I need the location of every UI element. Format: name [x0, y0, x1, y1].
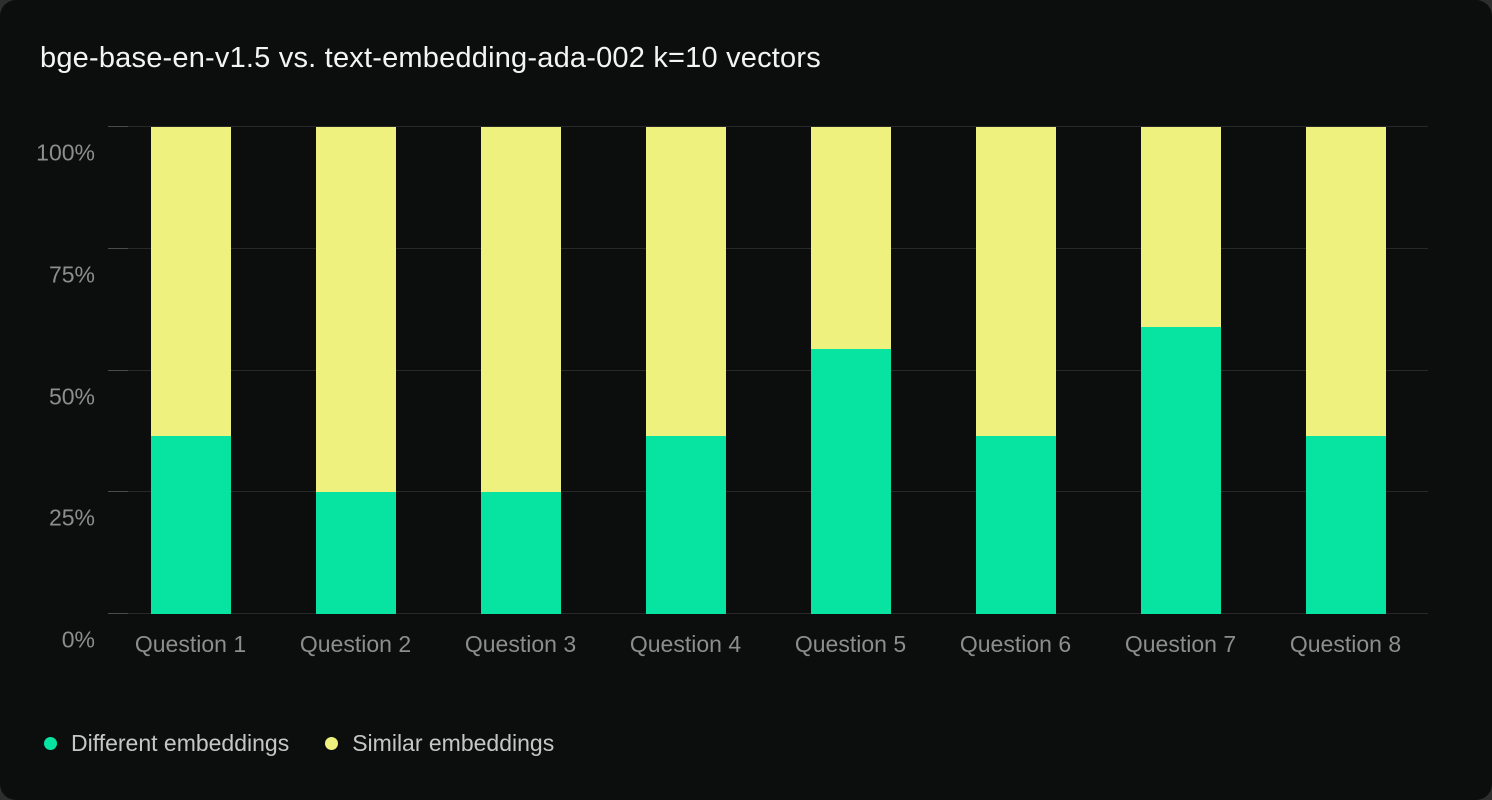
- gridline-0: 0%: [62, 613, 1428, 653]
- gridline-25: 25%: [49, 491, 1428, 531]
- bar-slot-4: [603, 127, 768, 614]
- stacked-bar-2: [315, 127, 396, 614]
- y-tick-label-25: 25%: [48, 504, 95, 531]
- bar-slot-8: [1263, 127, 1428, 614]
- stacked-bar-5: [810, 127, 891, 614]
- stacked-bar-3: [480, 127, 561, 614]
- bar-segment-different-embeddings-q3[interactable]: [480, 492, 561, 614]
- y-tick-label-100: 100%: [36, 139, 95, 166]
- legend-label: Different embeddings: [71, 730, 290, 756]
- bar-segment-similar-embeddings-q3[interactable]: [480, 127, 561, 493]
- legend-label: Similar embeddings: [352, 730, 555, 756]
- legend-item-different-embeddings[interactable]: Different embeddings: [44, 730, 289, 757]
- x-tick-label-2: Question 2: [299, 631, 412, 657]
- bar-segment-different-embeddings-q4[interactable]: [645, 436, 726, 614]
- x-tick-label-8: Question 8: [1289, 631, 1402, 657]
- x-axis-labels: Question 1 Question 2 Question 3 Question 4…: [108, 631, 1428, 658]
- bar-segment-different-embeddings-q2[interactable]: [315, 492, 396, 614]
- bar-slot-6: [933, 127, 1098, 614]
- bar-segment-similar-embeddings-q4[interactable]: [645, 127, 726, 437]
- gridline-75: 75%: [49, 247, 1428, 287]
- bar-segment-different-embeddings-q6[interactable]: [975, 436, 1056, 614]
- bar-segment-similar-embeddings-q6[interactable]: [975, 127, 1056, 437]
- bar-segment-different-embeddings-q1[interactable]: [150, 436, 231, 614]
- gridline-100: 100%: [36, 126, 1428, 166]
- legend-item-similar-embeddings[interactable]: Similar embeddings: [325, 730, 554, 757]
- bar-segment-different-embeddings-q7[interactable]: [1140, 326, 1221, 614]
- bar-slot-2: [273, 127, 438, 614]
- x-tick-label-5: Question 5: [794, 631, 907, 657]
- stacked-bar-6: [975, 127, 1056, 614]
- y-tick-label-0: 0%: [61, 626, 95, 653]
- x-tick-label-4: Question 4: [629, 631, 742, 657]
- stacked-bar-8: [1305, 127, 1386, 614]
- bars-layer: [108, 127, 1428, 614]
- chart-legend: Different embeddings Similar embeddings: [44, 730, 554, 757]
- bar-slot-5: [768, 127, 933, 614]
- legend-dot-icon: [325, 737, 339, 750]
- bar-segment-similar-embeddings-q5[interactable]: [810, 127, 891, 349]
- bar-segment-similar-embeddings-q2[interactable]: [315, 127, 396, 493]
- plot-area: 0% 25% 50% 75% 100%: [36, 126, 1428, 653]
- bar-slot-1: [108, 127, 273, 614]
- bar-slot-7: [1098, 127, 1263, 614]
- chart-title: bge-base-en-v1.5 vs. text-embedding-ada-…: [40, 42, 821, 74]
- x-tick-label-7: Question 7: [1124, 631, 1237, 657]
- bar-segment-similar-embeddings-q8[interactable]: [1305, 127, 1386, 437]
- x-tick-label-3: Question 3: [464, 631, 577, 657]
- bar-segment-different-embeddings-q5[interactable]: [810, 348, 891, 614]
- gridline-50: 50%: [49, 369, 1428, 409]
- bar-segment-different-embeddings-q8[interactable]: [1305, 436, 1386, 614]
- y-tick-label-50: 50%: [48, 383, 95, 409]
- x-tick-label-1: Question 1: [134, 631, 247, 657]
- stacked-bar-7: [1140, 127, 1221, 614]
- bar-segment-similar-embeddings-q7[interactable]: [1140, 127, 1221, 327]
- legend-dot-icon: [44, 737, 57, 750]
- x-tick-label-6: Question 6: [959, 631, 1072, 657]
- bar-segment-similar-embeddings-q1[interactable]: [150, 127, 231, 437]
- stacked-bar-4: [645, 127, 726, 614]
- y-tick-label-75: 75%: [48, 261, 95, 288]
- bar-slot-3: [438, 127, 603, 614]
- stacked-bar-1: [150, 127, 231, 614]
